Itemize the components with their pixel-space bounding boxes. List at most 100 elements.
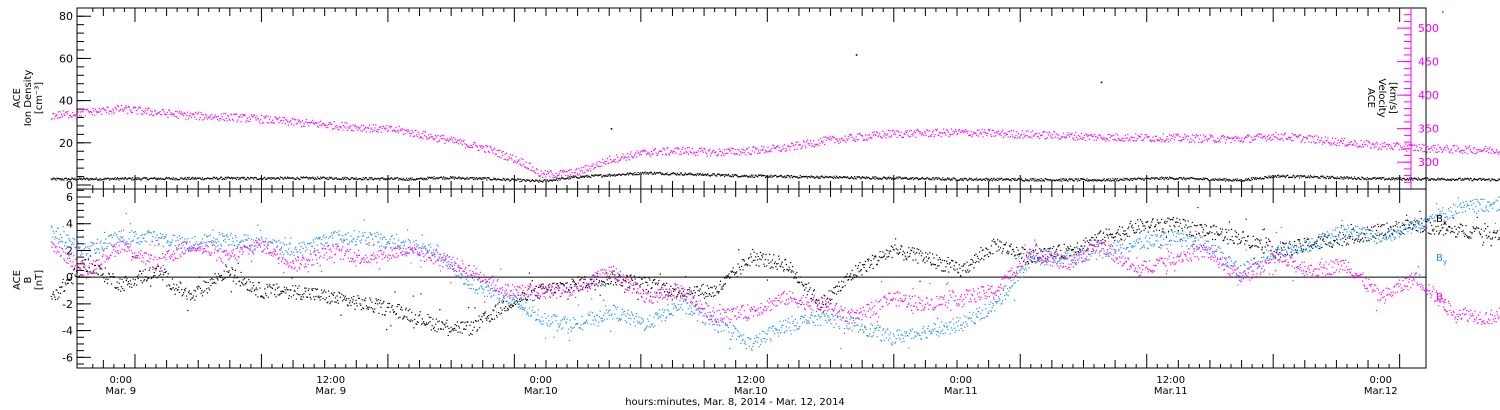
velocity-point <box>642 149 645 151</box>
density-point <box>446 177 449 179</box>
density-point <box>1402 177 1405 179</box>
density-point <box>1465 178 1467 180</box>
density-point <box>442 176 445 178</box>
velocity-point <box>226 120 228 122</box>
velocity-point <box>946 129 949 132</box>
density-point <box>794 175 796 178</box>
velocity-point <box>971 136 973 138</box>
velocity-point <box>750 153 752 156</box>
velocity-point <box>1135 133 1137 135</box>
velocity-point <box>1338 145 1340 147</box>
density-point <box>309 178 312 180</box>
density-point <box>520 178 522 180</box>
density-point <box>792 176 794 178</box>
density-point <box>580 176 582 178</box>
density-point <box>1020 179 1022 181</box>
velocity-point <box>638 152 640 154</box>
velocity-point <box>1484 148 1486 150</box>
velocity-point <box>742 151 744 154</box>
velocity-point <box>485 144 487 146</box>
density-point <box>1026 178 1028 181</box>
velocity-point <box>1379 147 1381 149</box>
velocity-point <box>1353 143 1355 145</box>
velocity-point <box>1183 133 1186 135</box>
density-point <box>1317 177 1320 179</box>
density-point <box>211 177 213 179</box>
velocity-point <box>101 113 103 115</box>
velocity-point <box>745 154 747 156</box>
velocity-point <box>1134 140 1136 142</box>
density-point <box>992 178 994 180</box>
velocity-point <box>1161 141 1163 143</box>
density-point <box>280 176 282 179</box>
velocity-point <box>1283 134 1285 136</box>
velocity-point <box>997 133 999 135</box>
density-point <box>1153 177 1155 179</box>
velocity-point <box>816 143 818 145</box>
velocity-point <box>1187 139 1189 141</box>
density-point <box>1087 179 1090 181</box>
density-point <box>698 173 701 175</box>
density-point <box>1498 178 1500 180</box>
density-point <box>1174 178 1176 180</box>
density-point <box>1362 177 1364 179</box>
density-point <box>264 176 266 178</box>
velocity-point <box>286 119 288 121</box>
density-point <box>672 172 674 174</box>
density-point <box>1064 178 1066 180</box>
velocity-point <box>753 146 755 148</box>
velocity-point <box>1144 134 1146 136</box>
density-point <box>1128 178 1130 181</box>
density-point <box>951 179 953 181</box>
density-point <box>324 176 326 179</box>
density-point <box>424 178 427 180</box>
velocity-point <box>1191 141 1193 143</box>
density-point <box>1440 178 1442 180</box>
density-point <box>549 179 551 181</box>
velocity-point <box>215 116 217 118</box>
velocity-point <box>428 137 430 139</box>
density-point <box>253 176 256 179</box>
velocity-point <box>501 154 504 156</box>
density-point <box>720 174 723 176</box>
velocity-point <box>1172 134 1175 136</box>
density-point <box>282 178 284 180</box>
velocity-point <box>450 139 452 141</box>
density-point <box>251 177 253 179</box>
velocity-point <box>1163 140 1165 142</box>
velocity-point <box>217 115 219 117</box>
velocity-point <box>991 135 993 137</box>
velocity-point <box>1055 133 1057 135</box>
density-point <box>1151 177 1153 179</box>
velocity-point <box>1059 138 1061 140</box>
density-point <box>1105 180 1107 182</box>
velocity-point <box>565 171 567 173</box>
velocity-point <box>679 151 682 153</box>
velocity-point <box>70 116 72 118</box>
velocity-point <box>266 121 268 124</box>
density-point <box>625 174 627 176</box>
velocity-point <box>1196 135 1198 137</box>
velocity-point <box>1042 131 1044 133</box>
velocity-point <box>395 126 397 128</box>
density-point <box>637 171 639 174</box>
velocity-point <box>683 152 686 154</box>
velocity-point <box>1316 135 1318 137</box>
density-point <box>760 174 762 176</box>
velocity-point <box>1229 137 1231 139</box>
density-point <box>574 175 576 177</box>
velocity-point <box>60 116 62 119</box>
velocity-point <box>998 134 1001 136</box>
density-point <box>727 174 729 177</box>
density-point <box>1245 178 1247 180</box>
velocity-point <box>213 116 215 118</box>
density-point <box>654 173 656 175</box>
density-point <box>797 177 799 179</box>
velocity-point <box>420 136 422 138</box>
velocity-point <box>694 152 696 154</box>
density-point <box>831 176 834 179</box>
velocity-point <box>1148 136 1150 138</box>
velocity-point <box>1215 141 1217 144</box>
density-point <box>424 177 426 180</box>
density-point <box>1372 177 1374 179</box>
